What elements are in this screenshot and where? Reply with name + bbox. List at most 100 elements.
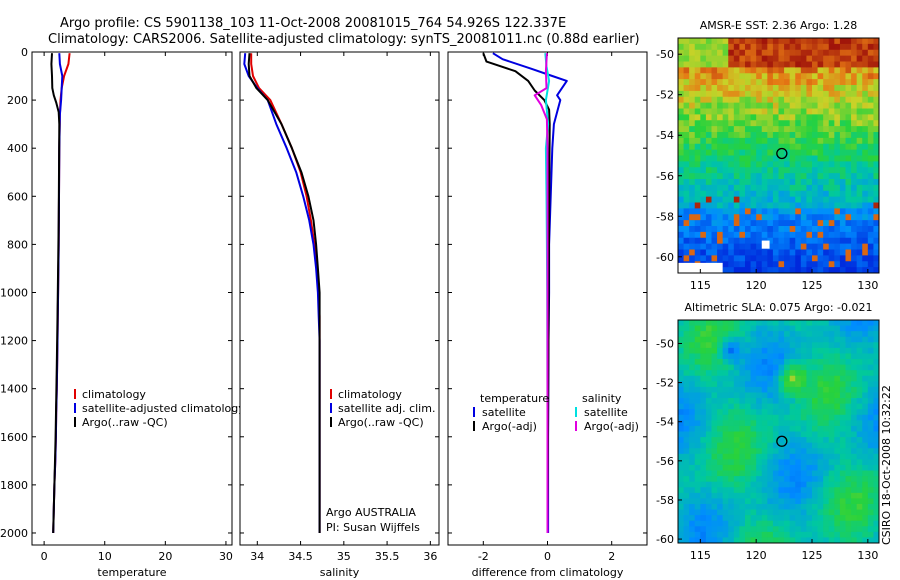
map-cell — [856, 464, 863, 471]
map-cell — [705, 531, 712, 538]
map-cell — [845, 392, 852, 399]
map-cell — [839, 492, 846, 499]
map-cell — [828, 503, 835, 510]
map-cell — [772, 470, 779, 477]
map-cell — [856, 470, 863, 477]
map-cell — [694, 90, 701, 98]
map-cell — [705, 481, 712, 488]
map-cell — [722, 49, 729, 57]
map-cell — [750, 470, 757, 477]
map-cell — [862, 173, 869, 180]
map-cell — [728, 220, 735, 227]
y-tick-label: -54 — [656, 416, 674, 429]
map-cell — [823, 90, 830, 98]
map-cell — [862, 359, 869, 365]
map-cell — [733, 38, 740, 45]
map-cell — [711, 370, 718, 377]
map-cell — [694, 403, 701, 410]
map-cell — [845, 336, 852, 343]
map-cell — [705, 249, 712, 256]
map-cell — [800, 437, 807, 444]
map-cell — [700, 43, 707, 51]
x-axis-label: salinity — [320, 566, 360, 579]
map-cell — [694, 325, 701, 332]
map-cell — [823, 509, 830, 516]
map-cell — [845, 442, 852, 449]
map-cell — [828, 108, 835, 115]
map-cell — [873, 249, 880, 256]
map-cell — [867, 237, 874, 245]
map-cell — [772, 398, 779, 405]
map-cell — [834, 392, 841, 399]
map-cell — [694, 255, 701, 262]
map-cell — [800, 261, 807, 268]
legend-entry: satellite — [584, 406, 628, 419]
map-cell — [862, 431, 869, 438]
map-cell — [839, 167, 846, 174]
map-cell — [862, 459, 869, 466]
map-cell — [717, 79, 724, 86]
map-cell — [739, 161, 746, 168]
map-cell — [862, 126, 869, 133]
map-cell — [739, 386, 746, 393]
map-cell — [694, 476, 701, 483]
map-cell — [711, 220, 718, 227]
map-cell — [839, 336, 846, 343]
map-cell — [789, 155, 796, 162]
map-cell — [839, 243, 846, 250]
map-cell — [761, 196, 768, 203]
map-cell — [739, 143, 746, 151]
map-cell — [705, 526, 712, 533]
map-cell — [678, 161, 684, 168]
map-cell — [851, 202, 858, 209]
map-cell — [778, 431, 785, 438]
map-cell — [767, 347, 774, 354]
map-cell — [700, 347, 707, 354]
map-cell — [867, 173, 874, 180]
map-cell — [856, 231, 863, 239]
map-cell — [789, 509, 796, 516]
map-cell — [795, 243, 802, 250]
map-cell — [845, 132, 852, 139]
map-cell — [784, 386, 791, 393]
map-cell — [711, 342, 718, 349]
map-cell — [806, 420, 813, 427]
map-cell — [851, 149, 858, 156]
map-cell — [772, 342, 779, 349]
map-cell — [834, 448, 841, 455]
map-cell — [873, 531, 880, 538]
map-cell — [800, 196, 807, 203]
map-cell — [851, 126, 858, 133]
map-cell — [689, 381, 696, 388]
map-cell — [795, 375, 802, 382]
map-cell — [711, 85, 718, 92]
map-cell — [806, 498, 813, 505]
map-cell — [784, 476, 791, 483]
map-cell — [700, 515, 707, 522]
map-cell — [745, 149, 751, 156]
map-cell — [817, 255, 824, 262]
map-cell — [722, 331, 729, 338]
map-cell — [823, 437, 830, 444]
map-cell — [839, 161, 846, 168]
map-cell — [722, 226, 729, 233]
map-cell — [739, 137, 746, 145]
map-cell — [812, 470, 818, 477]
map-cell — [761, 179, 768, 186]
map-cell — [728, 43, 735, 51]
map-cell — [728, 143, 735, 151]
map-cell — [812, 255, 818, 262]
map-cell — [722, 414, 729, 421]
map-cell — [683, 470, 690, 477]
map-cell — [772, 208, 779, 215]
map-cell — [812, 202, 818, 209]
map-cell — [767, 526, 774, 533]
map-cell — [795, 167, 802, 174]
header-line2: Climatology: CARS2006. Satellite-adjuste… — [48, 32, 640, 47]
map-cell — [784, 487, 791, 494]
map-cell — [728, 261, 735, 268]
map-cell — [812, 214, 818, 221]
map-cell — [806, 249, 813, 256]
map-cell — [678, 55, 684, 62]
map-cell — [772, 515, 779, 522]
